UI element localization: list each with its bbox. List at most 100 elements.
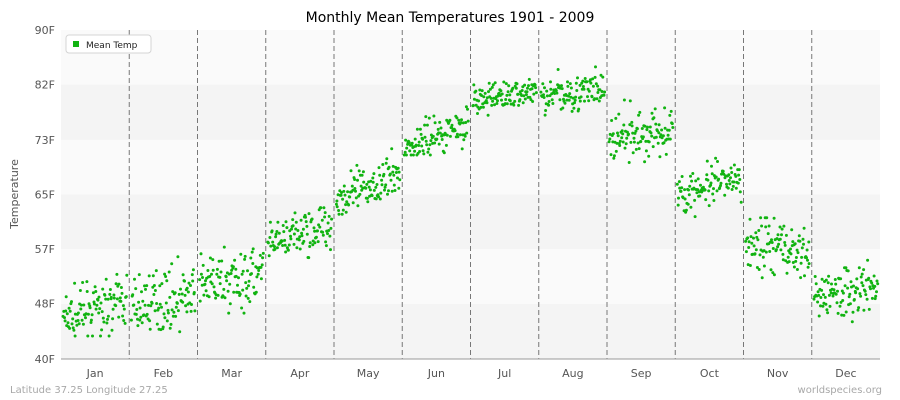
data-point [374,185,378,189]
data-point [465,131,469,135]
data-point [618,139,622,143]
data-point [73,334,77,338]
data-point [131,293,135,297]
data-point [214,296,218,300]
x-tick-label: Mar [221,367,242,380]
data-point [316,229,319,233]
data-point [779,248,783,252]
data-point [687,188,690,192]
data-point [129,318,133,322]
data-point [534,91,538,95]
data-point [81,281,85,284]
data-point [222,245,226,249]
data-point [585,80,589,84]
data-point [349,169,353,173]
data-point [140,290,143,294]
data-point [591,77,595,81]
data-point [602,93,606,97]
data-point [343,193,347,197]
data-point [632,140,636,144]
data-point [480,89,484,93]
data-point [668,137,672,141]
data-point [372,188,376,192]
data-point [661,134,665,138]
data-point [795,248,799,252]
data-point [813,275,817,278]
data-point [614,116,618,120]
data-point [192,291,196,294]
data-point [377,166,381,170]
data-point [727,173,731,177]
data-point [729,176,732,180]
x-tick-label: Oct [700,367,720,380]
data-point [199,272,203,276]
x-tick-label: Jun [427,367,445,380]
data-point [341,208,345,212]
data-point [79,303,83,307]
data-point [134,287,138,291]
data-point [269,244,273,248]
data-point [725,182,728,186]
data-point [597,99,601,103]
data-point [78,289,82,292]
data-point [759,216,763,220]
data-point [603,90,607,94]
data-point [162,312,166,316]
data-point [238,292,242,296]
data-point [121,304,125,308]
data-point [687,193,691,197]
data-point [350,184,354,188]
data-point [812,297,816,301]
data-point [491,83,495,87]
data-point [421,137,425,141]
data-point [242,311,246,315]
data-point [706,178,710,182]
data-point [785,271,789,275]
data-point [387,189,390,193]
data-point [776,245,780,249]
data-point [90,313,94,317]
data-point [566,84,570,88]
data-point [778,225,782,229]
data-point [487,90,490,94]
data-point [463,134,467,138]
data-point [402,153,406,157]
data-point [614,149,618,153]
x-tick-label: Jul [497,367,511,380]
data-point [850,320,854,324]
data-point [799,276,803,280]
data-point [560,87,564,91]
data-point [101,316,105,320]
data-point [154,269,158,273]
data-point [791,261,795,264]
data-point [76,319,80,322]
data-point [236,283,239,287]
data-point [100,310,104,314]
data-point [707,189,711,193]
data-point [289,237,293,241]
data-point [791,240,795,244]
data-point [643,124,647,128]
data-point [286,248,290,252]
data-point [379,191,383,195]
data-point [875,279,879,283]
data-point [638,110,642,114]
data-point [97,295,101,299]
data-point [210,282,214,286]
data-point [371,176,375,180]
data-point [635,127,639,131]
data-point [172,310,176,314]
data-point [644,139,648,143]
data-point [174,305,178,309]
data-point [189,284,192,287]
data-point [802,242,805,246]
data-point [873,297,877,301]
data-point [579,95,583,99]
data-point [801,237,805,241]
data-point [460,118,463,122]
data-point [124,295,128,299]
data-point [68,309,72,313]
data-point [508,93,512,97]
data-point [185,286,189,290]
data-point [524,93,528,97]
